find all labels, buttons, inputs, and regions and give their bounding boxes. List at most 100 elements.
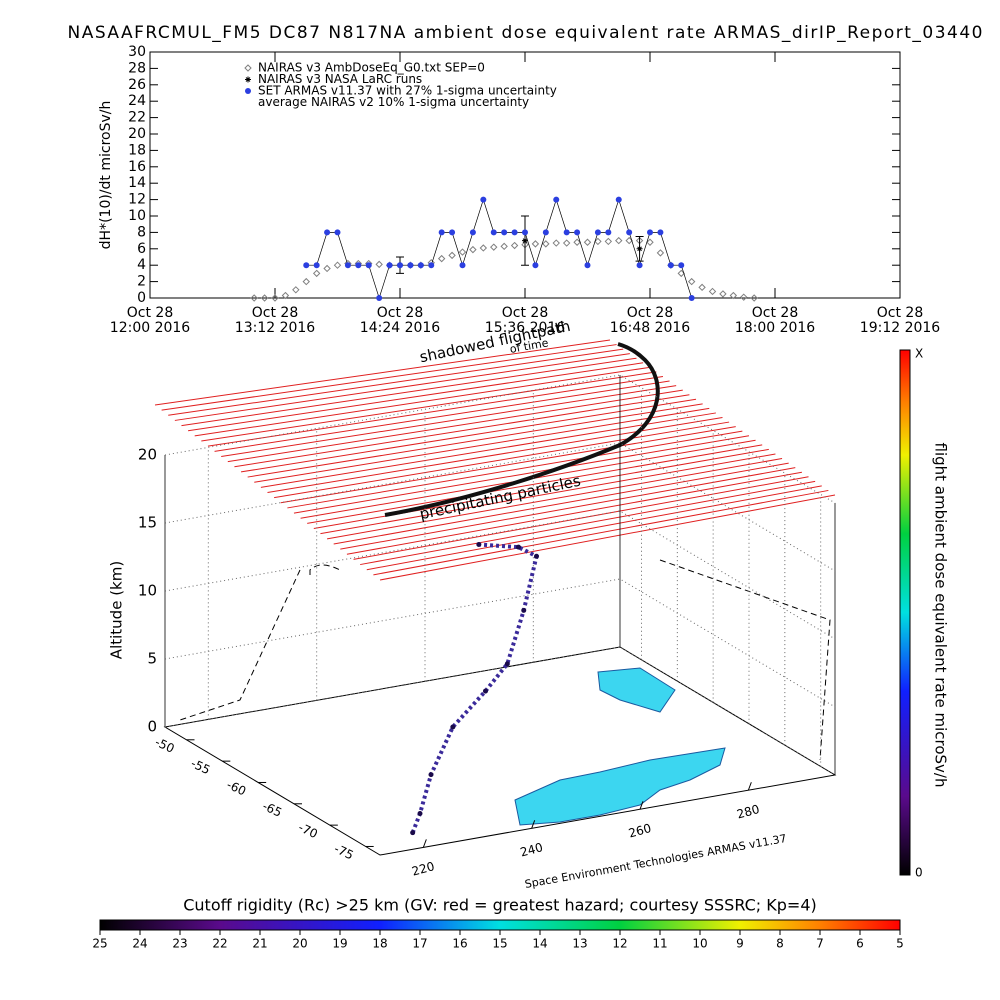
marker xyxy=(250,294,258,302)
marker xyxy=(552,239,560,247)
marker xyxy=(323,264,331,273)
marker xyxy=(365,262,372,269)
marker xyxy=(333,261,342,269)
flight-point xyxy=(516,544,521,550)
plane-stripe xyxy=(274,421,730,499)
y-tick-label: 20 xyxy=(128,126,146,142)
flight-point xyxy=(521,607,527,613)
marker xyxy=(500,242,508,251)
marker xyxy=(719,290,727,298)
marker xyxy=(656,249,665,257)
marker xyxy=(687,277,696,286)
colorbar-tick-label: 5 xyxy=(896,937,904,951)
y-tick-label: -75 xyxy=(332,842,356,863)
marker xyxy=(688,295,695,301)
y-tick-label: 2 xyxy=(137,274,146,290)
z-tick-label: 0 xyxy=(147,718,157,736)
marker xyxy=(729,291,738,300)
marker xyxy=(574,229,581,236)
plane-stripe xyxy=(326,458,783,540)
flight-point xyxy=(483,688,488,694)
y-tick-label: 8 xyxy=(137,224,146,240)
marker xyxy=(281,291,290,300)
marker xyxy=(375,260,383,269)
legend-label: NAIRAS v3 AmbDoseEq_G0.txt SEP=0 xyxy=(258,61,485,75)
marker xyxy=(438,229,445,236)
flight-point xyxy=(410,830,416,836)
y-tick-label: 18 xyxy=(128,142,146,158)
colorbar-label: X xyxy=(915,347,923,361)
land-shape xyxy=(514,747,726,826)
y-tick-label: 10 xyxy=(128,208,146,224)
plane-stripe xyxy=(247,403,703,478)
marker xyxy=(344,262,351,269)
plane-stripe xyxy=(260,412,716,488)
colorbar-tick-label: 12 xyxy=(612,937,627,951)
marker xyxy=(522,229,528,236)
legend-label: NAIRAS v3 NASA LaRC runs xyxy=(258,72,422,86)
colorbar-tick-label: 23 xyxy=(172,937,187,951)
marker xyxy=(698,283,706,292)
plane-stripe xyxy=(154,339,611,406)
colorbar-title: flight ambient dose equivalent rate micr… xyxy=(932,443,950,788)
y-tick-label: 6 xyxy=(137,241,146,257)
marker xyxy=(584,262,591,269)
colorbar-tick-label: 13 xyxy=(572,937,587,951)
marker xyxy=(553,196,560,203)
marker xyxy=(604,237,613,246)
y-tick-label: -65 xyxy=(260,799,284,820)
marker xyxy=(542,240,550,248)
marker xyxy=(532,262,539,269)
y-tick-label: 16 xyxy=(128,159,146,175)
red-plane xyxy=(154,339,836,581)
marker xyxy=(469,229,476,236)
z-tick-label: 5 xyxy=(147,650,157,668)
y-tick-label: -60 xyxy=(225,778,249,799)
colorbar-tick-label: 20 xyxy=(292,937,307,951)
marker xyxy=(583,238,592,246)
marker xyxy=(615,196,622,203)
marker xyxy=(244,64,252,72)
plane-stripe xyxy=(333,462,789,545)
y-tick-label: -70 xyxy=(296,820,320,841)
path-shadow xyxy=(179,564,341,721)
grid-line xyxy=(164,374,836,504)
marker xyxy=(397,262,403,269)
annotation: precipitating particles xyxy=(418,472,582,524)
colorbar-tick-label: 10 xyxy=(692,937,707,951)
colorbar-tick-label: 24 xyxy=(132,937,147,951)
plane-stripe xyxy=(174,353,630,421)
marker xyxy=(459,262,466,269)
marker xyxy=(303,262,310,269)
grid-line xyxy=(164,578,836,708)
y-tick-label: 22 xyxy=(128,110,146,126)
marker xyxy=(501,229,508,236)
land-shape xyxy=(597,667,676,713)
x-tick-label: Oct 28 15:36 2016 xyxy=(484,305,566,336)
colorbar-tick-label: 14 xyxy=(532,937,547,951)
marker xyxy=(522,237,528,244)
y-tick-label: -50 xyxy=(153,735,177,756)
y-axis-label: dH*(10)/dt microSv/h xyxy=(98,101,114,250)
y-tick-label: 30 xyxy=(128,44,146,60)
plane-stripe xyxy=(254,407,710,483)
plane-stripe xyxy=(280,426,736,504)
shadowed-flightpath xyxy=(384,342,660,517)
marker xyxy=(490,243,498,251)
plane-stripe xyxy=(340,467,796,550)
plane-stripe xyxy=(360,480,816,566)
colorbar-tick-label: 22 xyxy=(212,937,227,951)
x-tick-label: Oct 28 12:00 2016 xyxy=(109,305,191,336)
x-tick-label: 280 xyxy=(735,802,761,821)
colorbar-tick-label: 9 xyxy=(736,937,744,951)
marker xyxy=(511,229,518,236)
series-line xyxy=(306,198,693,300)
floor-box xyxy=(163,646,837,856)
plane-stripe xyxy=(346,471,803,555)
colorbar-tick-label: 15 xyxy=(492,937,507,951)
marker xyxy=(594,229,601,236)
plane-stripe xyxy=(240,398,697,473)
marker xyxy=(302,277,310,286)
